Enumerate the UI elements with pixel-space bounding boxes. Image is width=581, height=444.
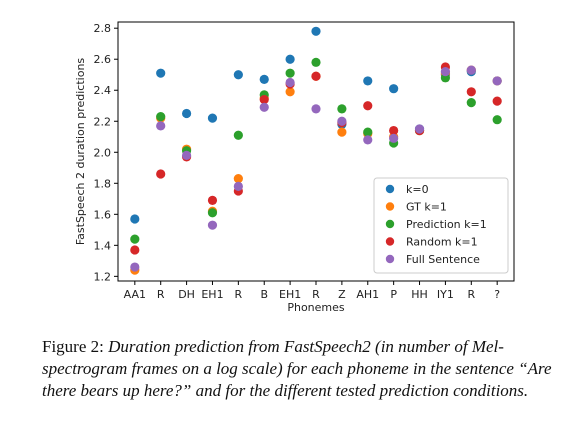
x-axis-label: Phonemes (287, 301, 345, 314)
legend-label: GT k=1 (406, 201, 447, 214)
data-point (285, 68, 295, 78)
legend-marker (385, 219, 395, 229)
data-point (311, 57, 321, 67)
data-point (156, 169, 166, 179)
data-point (130, 214, 140, 224)
caption-text: Duration prediction from FastSpeech2 (in… (42, 337, 552, 400)
legend-box (373, 177, 509, 274)
data-point (363, 135, 373, 145)
x-tick-label: AA1 (124, 288, 146, 301)
caption-prefix: Figure 2: (42, 337, 104, 356)
legend-marker (385, 202, 395, 211)
data-point (337, 104, 347, 114)
data-point (440, 67, 451, 77)
legend-marker (385, 254, 395, 264)
data-point (492, 96, 502, 106)
data-point (492, 76, 502, 86)
data-point (389, 133, 399, 143)
y-tick-label: 2.8 (94, 22, 112, 35)
data-point (181, 108, 192, 119)
data-point (311, 26, 321, 36)
data-point (207, 195, 218, 205)
data-point (207, 113, 218, 123)
x-tick-label: EH1 (279, 288, 301, 301)
x-axis-ticks: AA1 R DH EH1 R B EH1 R Z AH1 P HH IY1 R? (124, 281, 500, 301)
x-tick-label: ? (494, 288, 500, 301)
x-tick-label: R (312, 288, 320, 301)
x-tick-label: EH1 (201, 288, 223, 301)
figure-caption: Figure 2: Duration prediction from FastS… (42, 336, 552, 402)
x-tick-label: HH (411, 288, 428, 301)
y-tick-label: 2.4 (94, 84, 112, 97)
data-point (233, 70, 243, 80)
x-tick-label: IY1 (437, 288, 454, 301)
x-tick-label: Z (338, 288, 346, 301)
data-point (363, 101, 373, 111)
data-point (466, 98, 476, 108)
data-point (130, 262, 140, 272)
data-point (207, 220, 218, 230)
data-point (285, 54, 295, 64)
data-point (259, 102, 269, 112)
legend: k=0 GT k=1 Prediction k=1 Random k=1 Full Se… (373, 177, 509, 274)
x-tick-label: P (390, 288, 397, 301)
legend-marker (385, 184, 395, 194)
data-point (492, 115, 502, 125)
y-tick-label: 2.2 (94, 115, 112, 128)
data-point (207, 208, 218, 218)
legend-label: Prediction k=1 (406, 218, 487, 231)
legend-label: Random k=1 (406, 236, 478, 249)
data-point (285, 77, 295, 88)
duration-scatter-chart: 1.21.41.61.82.02.22.42.62.8 AA1 R DH EH1 R B E… (74, 21, 515, 314)
y-tick-label: 1.8 (94, 177, 112, 190)
data-point (337, 127, 347, 137)
data-point (337, 116, 347, 126)
y-axis-ticks: 1.2 1.4 1.6 1.8 2.0 2.2 2.4 2.6 2.8 (94, 22, 118, 283)
data-point (130, 245, 140, 255)
data-point (181, 150, 192, 160)
data-point (233, 181, 243, 191)
data-point (389, 84, 399, 94)
x-tick-label: R (157, 288, 165, 301)
legend-marker (385, 237, 395, 246)
data-point (311, 104, 321, 114)
y-tick-label: 1.4 (94, 239, 112, 252)
x-tick-label: DH (178, 288, 195, 301)
data-point (466, 65, 476, 75)
x-tick-label: R (467, 288, 475, 301)
data-point (363, 76, 373, 86)
data-point (259, 94, 269, 105)
data-point (389, 125, 399, 136)
data-point (259, 74, 269, 84)
data-point (466, 87, 476, 97)
data-point (156, 68, 166, 78)
data-point (233, 130, 243, 140)
y-tick-label: 1.6 (94, 208, 112, 221)
legend-label: Full Sentence (406, 253, 480, 266)
y-tick-label: 1.2 (94, 270, 112, 283)
y-axis-label: FastSpeech 2 duration predictions (74, 58, 87, 246)
x-tick-label: AH1 (356, 288, 379, 301)
x-tick-label: B (260, 288, 268, 301)
data-point (363, 127, 373, 137)
data-points (130, 26, 502, 275)
data-point (130, 234, 140, 244)
data-point (285, 87, 295, 97)
data-point (156, 112, 166, 122)
x-tick-label: R (235, 288, 243, 301)
y-tick-label: 2.6 (94, 53, 112, 66)
data-point (311, 71, 321, 81)
y-tick-label: 2.0 (94, 146, 112, 159)
data-point (156, 121, 166, 131)
data-point (414, 124, 425, 134)
data-point (233, 174, 243, 184)
legend-label: k=0 (406, 183, 429, 196)
